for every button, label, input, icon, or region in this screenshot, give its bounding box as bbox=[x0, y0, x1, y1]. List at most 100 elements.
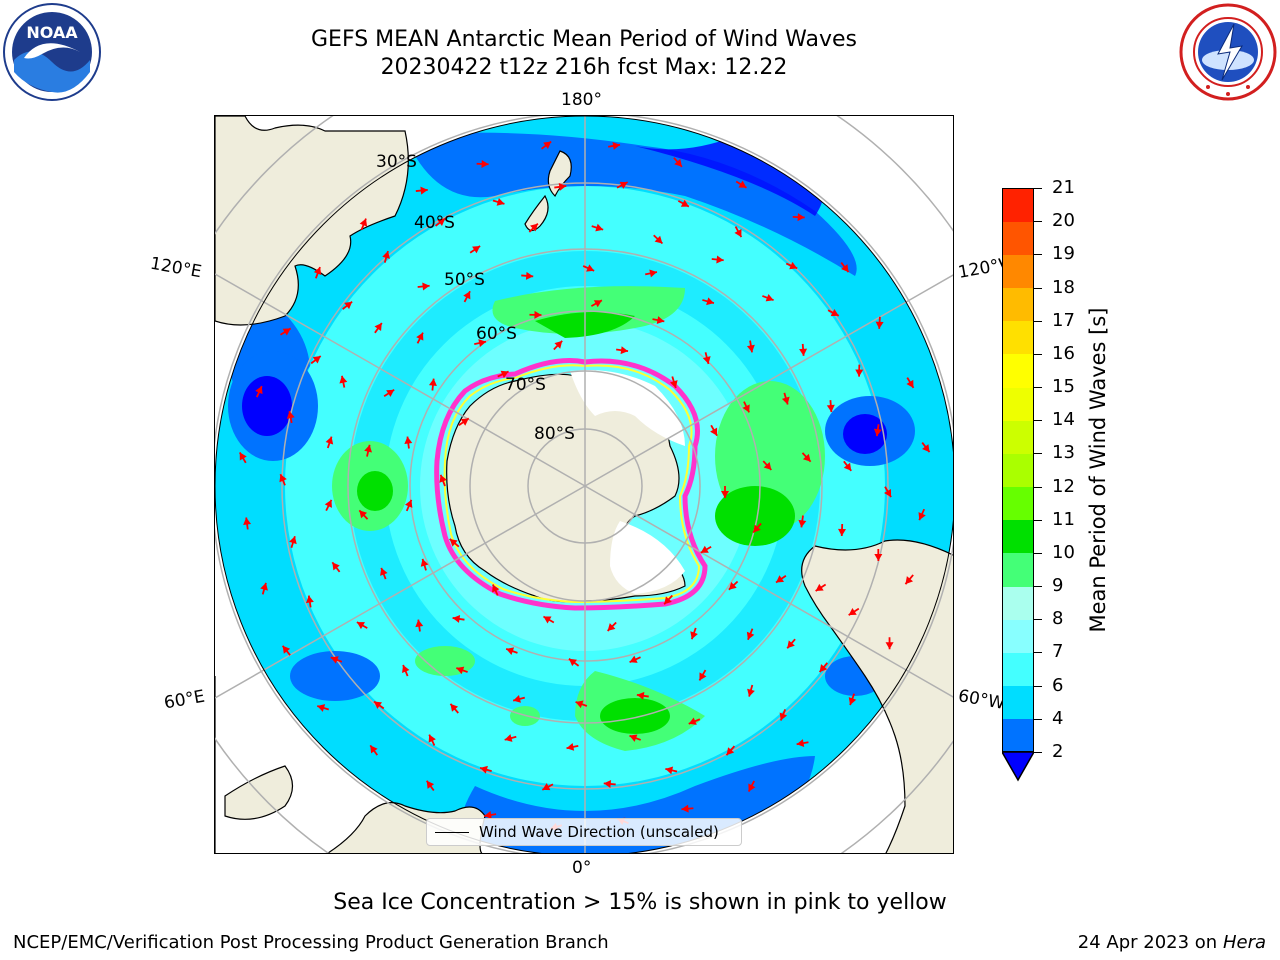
lon-label-180: 180° bbox=[561, 90, 602, 110]
wave-arrow-head bbox=[906, 379, 914, 388]
wave-arrow-head bbox=[312, 356, 321, 364]
chart-subtitle: 20230422 t12z 216h fcst Max: 12.22 bbox=[380, 55, 788, 80]
wave-arrow-head bbox=[404, 436, 413, 445]
legend-label: Wind Wave Direction (unscaled) bbox=[479, 823, 719, 841]
colorbar-tick bbox=[1034, 685, 1042, 687]
wave-arrow-head bbox=[819, 664, 828, 673]
wave-arrow-head bbox=[710, 427, 718, 436]
wave-arrow-head bbox=[706, 297, 714, 306]
wave-arrow-head bbox=[765, 293, 774, 302]
wave-arrow-head bbox=[359, 218, 368, 227]
colorbar-segment bbox=[1002, 387, 1034, 421]
wave-arrow-head bbox=[380, 567, 388, 576]
wave-arrow-head bbox=[700, 545, 709, 553]
colorbar-segment bbox=[1002, 619, 1034, 653]
wave-arrow-head bbox=[688, 717, 697, 725]
wave-arrow-head bbox=[789, 261, 798, 270]
wave-arrow-head bbox=[841, 264, 849, 273]
wave-arrow-head bbox=[449, 538, 458, 547]
wave-arrow-head bbox=[699, 672, 707, 681]
wave-arrow-head bbox=[649, 269, 657, 278]
map-panel bbox=[214, 115, 954, 854]
wave-arrow-head bbox=[873, 428, 882, 437]
wave-arrow-head bbox=[420, 186, 428, 195]
colorbar-segment bbox=[1002, 552, 1034, 587]
wave-arrow-head bbox=[665, 766, 674, 775]
wave-arrow-head bbox=[317, 704, 326, 712]
colorbar bbox=[1002, 188, 1034, 753]
colorbar-tick bbox=[1034, 287, 1042, 289]
wave-arrow-head bbox=[636, 691, 645, 700]
colorbar-tick-label: 13 bbox=[1052, 442, 1075, 464]
wave-arrow-head bbox=[680, 199, 689, 207]
wave-arrow-head bbox=[656, 316, 665, 325]
wave-arrow-head bbox=[779, 712, 788, 721]
wave-arrow-head bbox=[356, 622, 365, 630]
wave-arrow-head bbox=[484, 810, 492, 819]
wave-arrow-head bbox=[255, 386, 263, 395]
colorbar-tick-label: 19 bbox=[1052, 243, 1075, 265]
wave-arrow-head bbox=[603, 779, 612, 788]
wave-arrow-head bbox=[654, 235, 663, 244]
wave-arrow-head bbox=[669, 380, 678, 389]
lat-label-40s: 40°S bbox=[414, 213, 455, 233]
wave-arrow-head bbox=[734, 229, 742, 238]
wave-arrow-head bbox=[558, 182, 567, 191]
wave-arrow-head bbox=[797, 213, 805, 222]
wave-arrow-head bbox=[374, 701, 383, 709]
ice-shelf bbox=[570, 370, 685, 594]
colorbar-tick bbox=[1034, 387, 1042, 389]
colorbar-tick-label: 15 bbox=[1052, 376, 1075, 398]
wave-arrow-head bbox=[607, 623, 616, 631]
lon-label-0: 0° bbox=[572, 858, 592, 878]
wave-arrow-head bbox=[593, 300, 602, 308]
longitude-gridlines bbox=[215, 116, 953, 853]
colorbar-segment bbox=[1002, 420, 1034, 454]
colorbar-under-arrow bbox=[1002, 752, 1034, 782]
wave-arrow-head bbox=[586, 264, 595, 272]
colorbar-tick bbox=[1034, 188, 1042, 189]
wave-arrow-head bbox=[452, 615, 461, 623]
lat-label-30s: 30°S bbox=[376, 152, 417, 172]
map-legend: Wind Wave Direction (unscaled) bbox=[426, 818, 742, 846]
colorbar-segment bbox=[1002, 718, 1034, 753]
credit-date-text: 24 Apr 2023 on bbox=[1077, 932, 1218, 953]
colorbar-tick bbox=[1034, 453, 1042, 455]
colorbar-tick-label: 12 bbox=[1052, 475, 1075, 497]
credit-branch: NCEP/EMC/Verification Post Processing Pr… bbox=[13, 932, 609, 953]
colorbar-tick-label: 17 bbox=[1052, 309, 1075, 331]
wave-arrow-head bbox=[416, 332, 424, 341]
wave-arrow-head bbox=[726, 747, 735, 756]
wave-arrow-head bbox=[781, 396, 790, 405]
wave-arrow-head bbox=[460, 418, 469, 426]
wave-arrow-head bbox=[815, 583, 824, 592]
wave-arrow-head bbox=[884, 488, 892, 498]
polar-map bbox=[215, 116, 953, 853]
wave-arrow-head bbox=[239, 452, 247, 461]
wave-arrow-head bbox=[619, 181, 628, 189]
wave-arrow-head bbox=[260, 582, 268, 591]
wave-arrow-head bbox=[721, 491, 729, 498]
colorbar-title: Mean Period of Wind Waves [s] bbox=[1086, 307, 1110, 633]
wave-arrow-head bbox=[282, 328, 291, 336]
wave-arrow-head bbox=[463, 291, 471, 300]
colorbar-tick-label: 21 bbox=[1052, 177, 1075, 198]
wave-arrow-head bbox=[504, 734, 513, 742]
wave-arrow-head bbox=[748, 783, 756, 792]
wave-arrow-head bbox=[595, 223, 604, 232]
credit-date: 24 Apr 2023 on Hera bbox=[1078, 932, 1266, 954]
wave-arrow-head bbox=[339, 375, 348, 384]
credit-host: Hera bbox=[1222, 932, 1266, 953]
wave-arrow-head bbox=[478, 339, 486, 347]
wave-arrow-head bbox=[612, 142, 621, 150]
colorbar-tick bbox=[1034, 619, 1042, 621]
wave-arrow-head bbox=[799, 348, 808, 356]
wave-arrow-head bbox=[472, 246, 481, 254]
chart-title: GEFS MEAN Antarctic Mean Period of Wind … bbox=[311, 27, 857, 52]
wave-arrow-head bbox=[848, 607, 857, 616]
wave-arrow-head bbox=[481, 159, 489, 168]
wave-arrow-head bbox=[386, 389, 395, 397]
wave-arrow-head bbox=[674, 158, 682, 167]
wave-arrow-head bbox=[542, 783, 551, 791]
colorbar-tick bbox=[1034, 320, 1042, 322]
